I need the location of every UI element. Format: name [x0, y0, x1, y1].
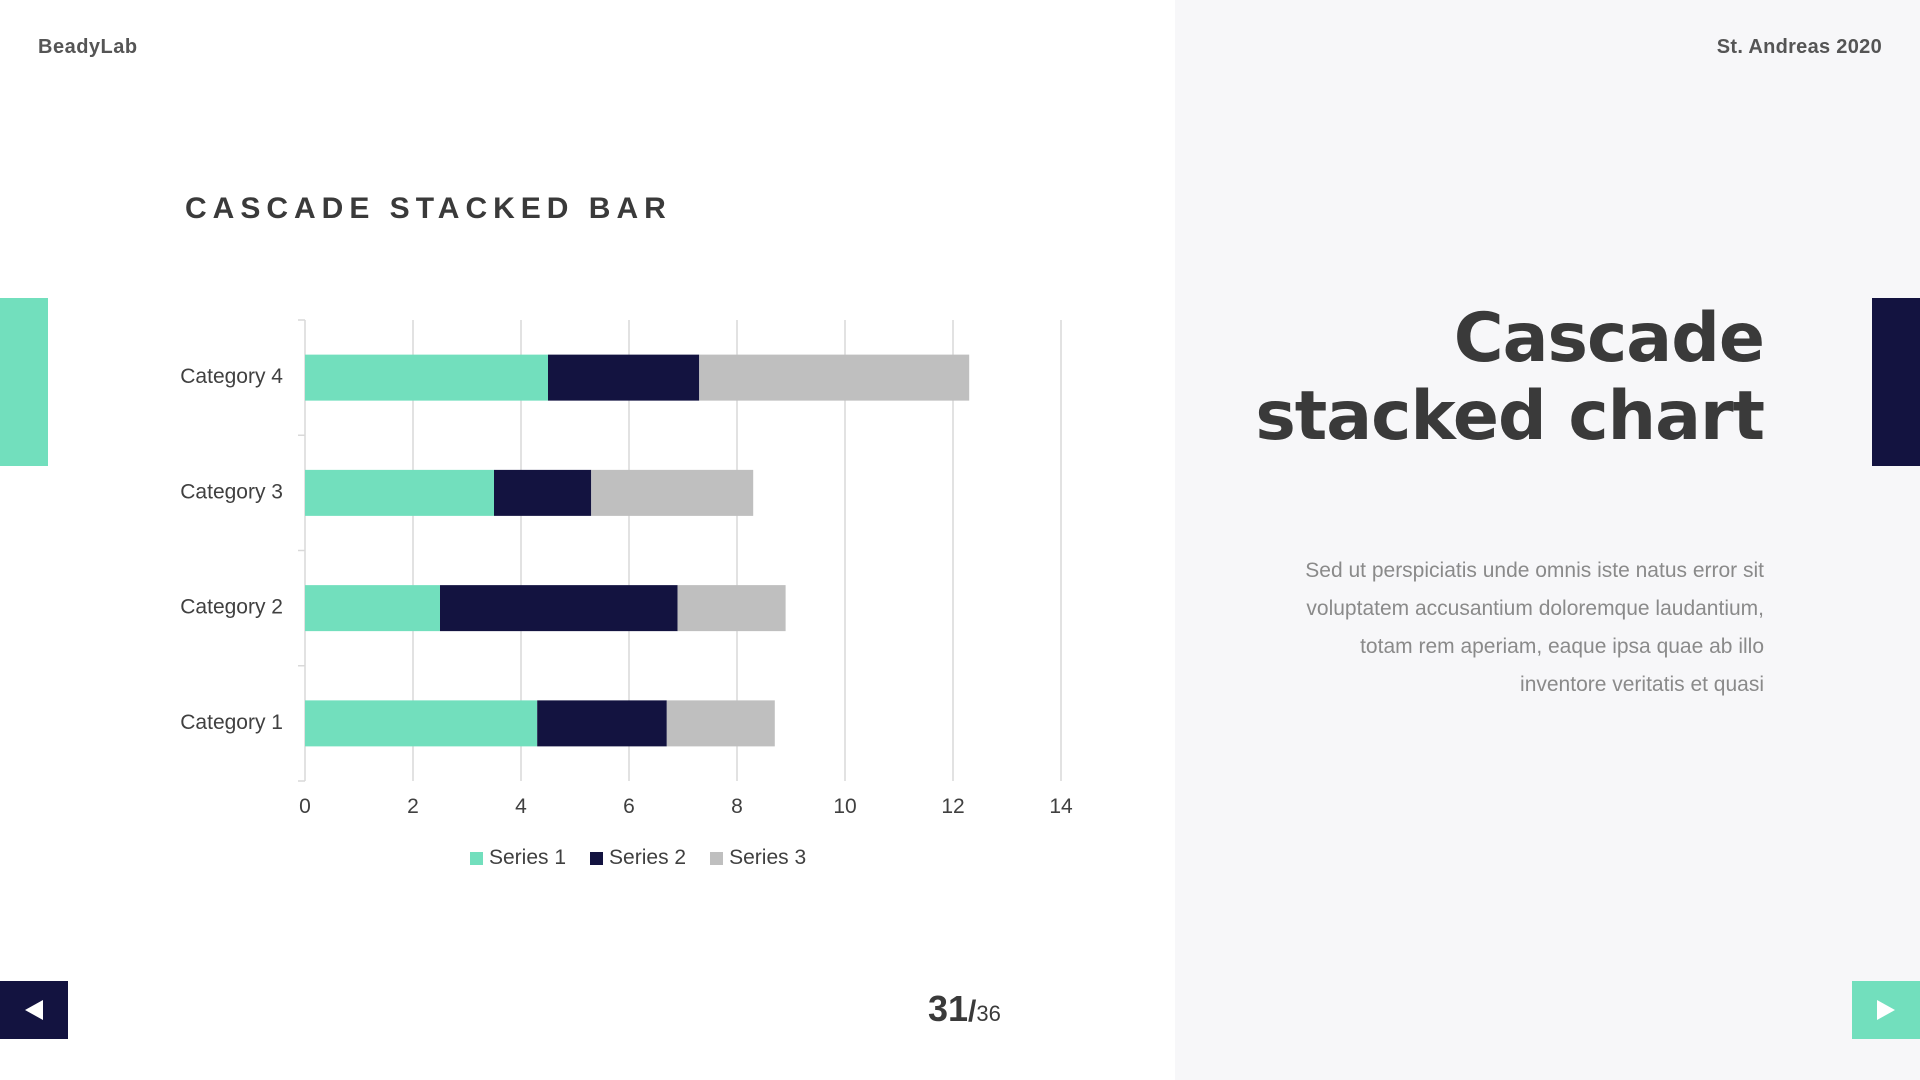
event-name: St. Andreas 2020 [1716, 36, 1882, 58]
legend-label: Series 3 [729, 846, 807, 869]
current-page: 31 [928, 988, 969, 1029]
triangle-right-icon [1877, 1000, 1895, 1020]
page-counter: 31/36 [928, 988, 1001, 1030]
chart-title: CASCADE STACKED BAR [185, 192, 672, 225]
bar-segment [440, 585, 678, 632]
x-tick-label: 8 [731, 795, 743, 818]
bar-segment [494, 469, 592, 516]
legend-item: Series 1 [470, 846, 566, 870]
category-label: Category 2 [180, 596, 283, 619]
category-label: Category 1 [180, 711, 283, 734]
legend-label: Series 2 [609, 846, 687, 869]
bar-segment [591, 469, 754, 516]
legend-swatch [590, 851, 604, 865]
slide-body-text: Sed ut perspiciatis unde omnis iste natu… [1305, 559, 1764, 696]
right-panel [1175, 0, 1920, 1080]
bar-segment [305, 469, 494, 516]
bar-segment [537, 700, 667, 747]
bar-segment [548, 354, 700, 401]
slide-heading: Cascade stacked chart [1255, 299, 1765, 456]
bar-segment [677, 585, 786, 632]
category-label: Category 4 [180, 365, 283, 388]
previous-slide-button[interactable] [0, 981, 68, 1039]
bar-segment [699, 354, 970, 401]
legend-item: Series 2 [590, 846, 686, 870]
accent-bar-right [1872, 298, 1920, 466]
x-tick-label: 2 [407, 795, 419, 818]
stacked-bar-chart: Category 1 Category 2 Category 3 Category 4… [180, 319, 1073, 818]
bar-segment [305, 700, 538, 747]
bar-segment [666, 700, 775, 747]
legend-swatch [710, 851, 724, 865]
legend-item: Series 3 [710, 846, 806, 870]
total-pages: 36 [976, 1001, 1001, 1026]
bar-segment [305, 354, 548, 401]
legend-label: Series 1 [489, 846, 567, 869]
x-tick-label: 4 [515, 795, 527, 818]
next-slide-button[interactable] [1852, 981, 1920, 1039]
legend-swatch [470, 851, 483, 865]
x-tick-label: 6 [623, 795, 635, 818]
x-tick-label: 12 [941, 795, 964, 818]
x-tick-label: 14 [1049, 795, 1073, 818]
x-tick-label: 0 [299, 795, 311, 818]
triangle-left-icon [25, 1000, 43, 1020]
page-separator: / [968, 995, 977, 1028]
accent-bar-left [0, 298, 48, 466]
chart-legend: Series 1 Series 2 Series 3 [470, 846, 806, 870]
bar-segment [305, 585, 440, 632]
x-tick-label: 10 [833, 795, 856, 818]
category-label: Category 3 [180, 480, 283, 503]
brand-name: BeadyLab [38, 36, 138, 58]
